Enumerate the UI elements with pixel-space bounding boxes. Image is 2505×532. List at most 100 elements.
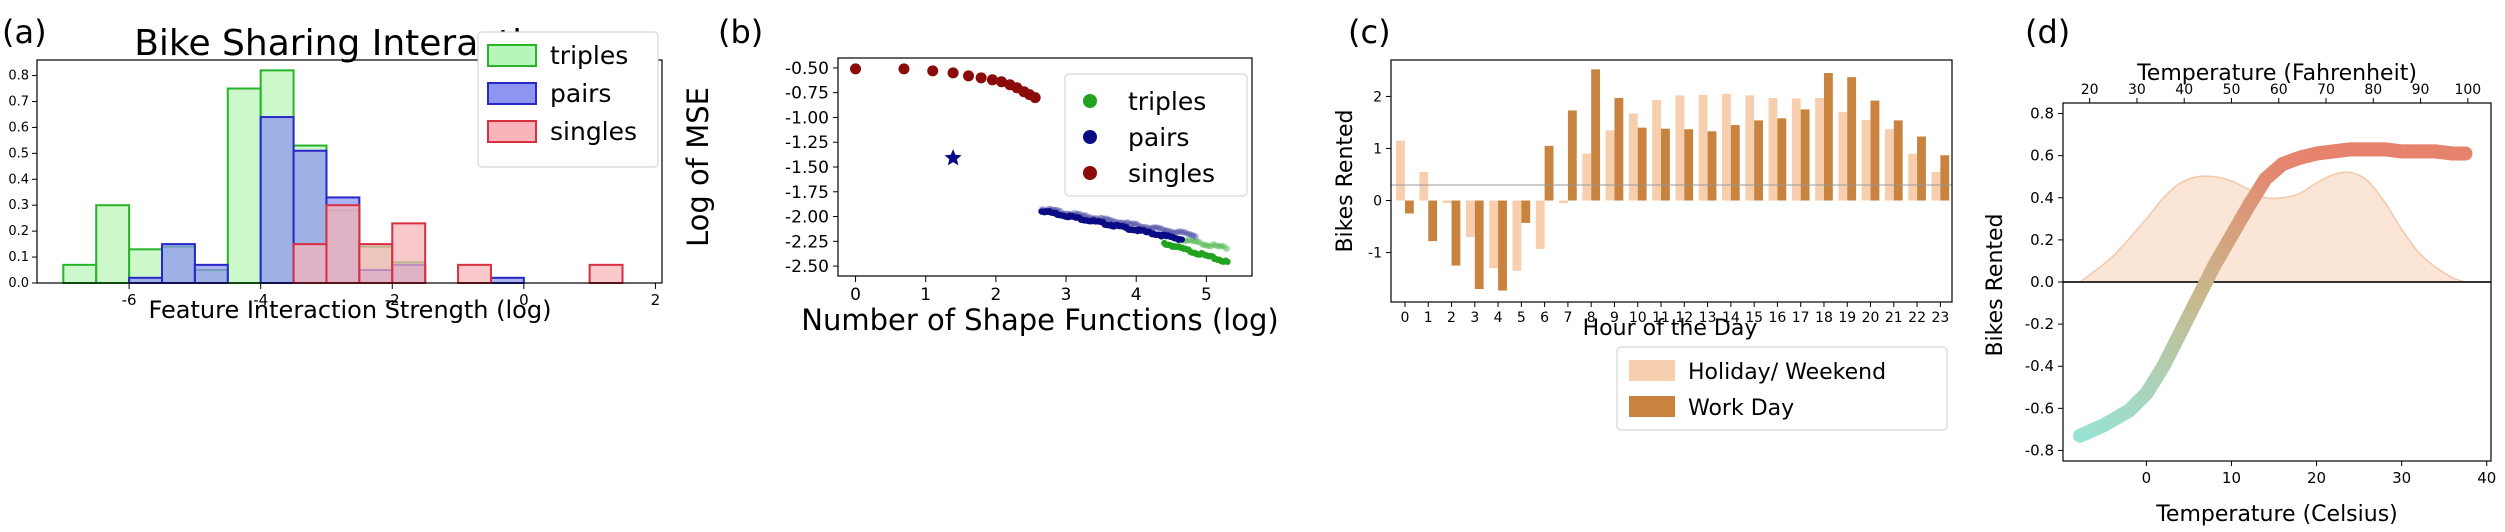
panel-b-legend-box	[1064, 73, 1248, 197]
panel-b-y-tick-label-6: -2.00	[785, 208, 829, 228]
panel-a-bar-pairs-2	[193, 263, 229, 285]
panel-c-bar-workday-20	[1870, 100, 1880, 201]
panel-a-y-ticks: 0.0 0.1 0.2 0.3 0.4 0.5 0.6 0.7 0.8	[8, 69, 37, 291]
panel-c-bar-workday-17	[1800, 109, 1810, 201]
panel-b-point-faint-triples-37	[1221, 243, 1228, 250]
panel-c-legend-anchor-2	[1616, 348, 1617, 349]
panel-c-legend-label-holiday: Holiday/ Weekend	[1688, 360, 1886, 385]
panel-b-point-faint-pairs-69	[1157, 225, 1165, 232]
panel-c-bar-holiday-2	[1442, 200, 1452, 204]
panel-b-point-faint-triples-35	[1217, 242, 1225, 250]
panel-d-y-tick-label-4: 0.0	[2030, 273, 2054, 291]
panel-c-y-tick-label-0: -1	[1368, 246, 1382, 262]
panel-a-bar-singles-2	[358, 243, 394, 284]
panel-b-point-faint-pairs-84	[1183, 230, 1191, 238]
panel-b-point-faint-triples-23	[1198, 241, 1205, 248]
panel-d-y-tick-label-5: 0.2	[2030, 231, 2054, 249]
panel-b-point-faint-pairs-38	[1104, 215, 1111, 223]
panel-d-x2-tick-label-1: 30	[2128, 82, 2146, 98]
panel-c-x-tick-label-21: 21	[1885, 310, 1903, 326]
panel-b-point-singles-1	[898, 63, 910, 75]
panel-a-y-tick-label-3: 0.3	[8, 198, 29, 213]
panel-a-y-tick-label-8: 0.8	[8, 69, 29, 84]
panel-c-bar-workday-11	[1661, 128, 1670, 201]
panel-c-bar-holiday-8	[1582, 153, 1592, 201]
panel-b-y-tick-label-8: -2.50	[785, 257, 829, 277]
panel-c-x-tick-label-22: 22	[1908, 310, 1926, 326]
panel-b-point-singles-5	[975, 72, 987, 84]
panel-c-x-ticks: 0 1 2 3 4 5 6 7 8 9 10 11 12 13 14 15 16 17 18 19 20 21 22 23	[1401, 302, 1949, 326]
panel-c-axes-frame	[1390, 59, 1953, 303]
panel-a-legend-label-triples: triples	[550, 41, 628, 70]
panel-b-point-singles-4	[963, 70, 975, 82]
panel-c-x-tick-label-11: 11	[1652, 310, 1670, 326]
panel-c-bars	[1396, 69, 1950, 291]
panel-b-point-faint-triples-24	[1199, 241, 1207, 249]
panel-d-x-ticks: 0 10 20 30 40	[2142, 461, 2496, 487]
panel-a-x-ticks: -6 -4 -2 0 2	[122, 283, 661, 309]
panel-d-x2-tick-label-8: 100	[2454, 82, 2481, 98]
panel-c-legend-label-workday: Work Day	[1688, 396, 1794, 421]
panel-b-point-faint-pairs-66	[1152, 224, 1160, 231]
panel-b-point-faint-pairs-70	[1159, 226, 1167, 233]
panel-b-point-faint-triples-16	[1186, 236, 1194, 244]
panel-c-bar-workday-10	[1637, 127, 1647, 201]
panel-b-y-tick-label-2: -1.00	[785, 108, 829, 128]
panel-b-y-tick-label-5: -1.75	[785, 183, 829, 203]
panel-a-legend: triples pairs singles	[477, 31, 659, 168]
panel-c-bar-holiday-5	[1512, 200, 1522, 271]
panel-c-x-tick-label-18: 18	[1815, 310, 1833, 326]
panel-a-bars	[62, 69, 624, 285]
panel-c-bar-holiday-7	[1559, 200, 1568, 204]
panel-b-point-faint-triples-14	[1183, 237, 1191, 245]
panel-c-x-tick-label-12: 12	[1675, 310, 1693, 326]
panel-b-point-singles-0	[850, 63, 862, 75]
panel-d: (d) 0 10 20 30 40 20 30 40 50 60 70 80 90 100 -0.8-0…	[1983, 13, 2496, 527]
panel-c-bar-holiday-20	[1861, 119, 1871, 201]
panel-b-point-faint-pairs-79	[1175, 228, 1182, 236]
panel-c-x-tick-label-5: 5	[1517, 310, 1526, 326]
panel-b-point-faint-triples-33	[1214, 242, 1221, 250]
panel-b-y-tick-label-1: -0.75	[785, 84, 829, 104]
panel-c-bar-workday-14	[1730, 125, 1740, 201]
panel-c-x-tick-label-4: 4	[1494, 310, 1503, 326]
panel-b-point-faint-triples-27	[1204, 242, 1212, 250]
panel-c-bar-workday-15	[1754, 120, 1763, 201]
panel-c-bar-workday-0	[1404, 200, 1414, 214]
panel-a-bar-singles-3	[391, 222, 427, 284]
panel-c-legend-swatch-holiday	[1629, 360, 1675, 381]
panel-c-bar-workday-23	[1940, 155, 1950, 201]
panel-c-bar-workday-6	[1544, 145, 1554, 201]
panel-b-point-singles-7	[995, 76, 1007, 88]
panel-b-y-tick-label-3: -1.25	[785, 133, 829, 153]
panel-c-bar-holiday-15	[1745, 95, 1755, 201]
panel-b-point-faint-pairs-50	[1125, 219, 1132, 226]
panel-d-x-tick-label-2: 20	[2307, 469, 2326, 487]
panel-c-bar-workday-8	[1591, 69, 1601, 201]
panel-c-bar-holiday-19	[1838, 112, 1848, 201]
panel-c-bar-holiday-14	[1722, 93, 1731, 201]
panel-b-x-tick-label-5: 5	[1201, 285, 1212, 305]
panel-c-legend-swatch-workday	[1629, 396, 1675, 417]
panel-a-bar-singles-1	[325, 204, 361, 284]
panel-b-point-faint-pairs-55	[1133, 220, 1141, 228]
panel-b-point-faint-triples-31	[1211, 241, 1218, 248]
panel-b-point-faint-triples-21	[1195, 238, 1202, 246]
panel-b-point-faint-triples-34	[1216, 243, 1223, 250]
panel-c-x-tick-label-7: 7	[1563, 310, 1572, 326]
panel-b-point-faint-pairs-40	[1107, 216, 1115, 224]
panel-c-bar-holiday-3	[1465, 200, 1475, 237]
panel-d-x-tick-label-1: 10	[2222, 469, 2241, 487]
panel-a-bar-pairs-1	[161, 243, 196, 284]
panel-b-point-faint-pairs-82	[1180, 229, 1187, 236]
panel-a-x-tick-label-4: 2	[651, 291, 661, 309]
panel-b-point-faint-pairs-67	[1154, 224, 1161, 231]
panel-c-x-tick-label-2: 2	[1447, 310, 1456, 326]
panel-a-bar-pairs-3	[259, 116, 295, 284]
panel-d-density-area	[2077, 171, 2466, 283]
panel-c-bar-workday-9	[1614, 97, 1624, 201]
panel-a-legend-label-singles: singles	[550, 117, 637, 146]
panel-b-y-tick-label-4: -1.50	[785, 158, 829, 178]
panel-b-point-faint-pairs-88	[1190, 232, 1198, 240]
panel-b-point-faint-pairs-83	[1182, 229, 1189, 236]
